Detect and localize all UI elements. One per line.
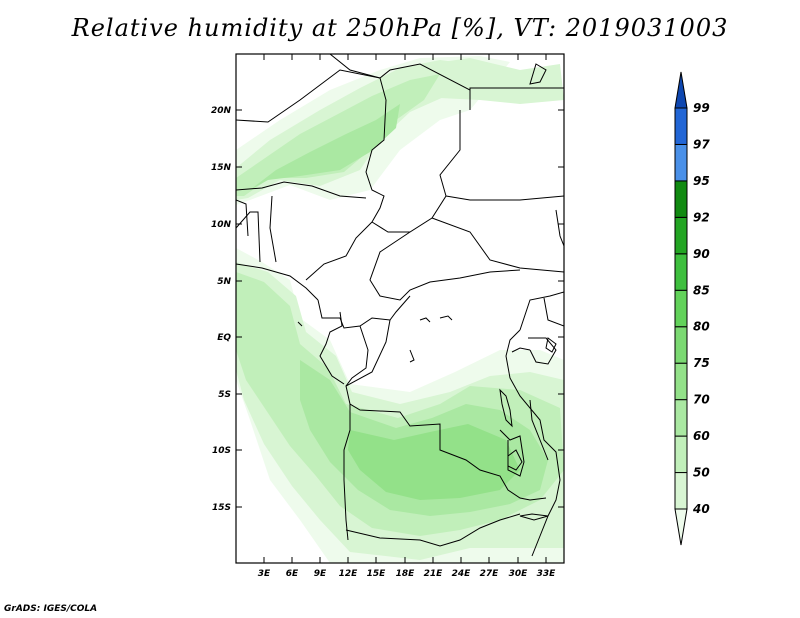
colorbar-segment: [674, 71, 688, 109]
colorbar-label: 60: [693, 429, 710, 443]
lon-axis: 3E 6E 9E 12E 15E 18E 21E 24E 27E 30E 33E: [258, 54, 556, 579]
colorbar-segment: [674, 399, 688, 437]
colorbar-segment: [674, 435, 688, 474]
colorbar-label: 50: [693, 466, 710, 480]
colorbar-segment: [674, 107, 688, 145]
colorbar-segment: [674, 289, 688, 328]
lon-label: 6E: [286, 569, 299, 579]
rh-band-75: [348, 424, 520, 500]
lat-label: 10S: [212, 446, 231, 456]
lon-label: 30E: [509, 569, 529, 579]
lat-label: 15S: [212, 503, 231, 513]
colorbar-label: 97: [693, 137, 710, 151]
lat-label: 5S: [218, 390, 231, 400]
country-boundaries: [236, 54, 564, 557]
lat-label: EQ: [217, 333, 231, 343]
colorbar-segment: [674, 143, 688, 182]
colorbar-label: 80: [693, 320, 710, 334]
lat-label: 10N: [211, 220, 232, 230]
colorbar-label: 92: [693, 210, 710, 224]
colorbar-segment: [674, 508, 688, 546]
colorbar-segment: [674, 326, 688, 364]
colorbar-segment: [674, 253, 688, 291]
lon-label: 12E: [339, 569, 359, 579]
humidity-shading: [236, 56, 564, 563]
lon-label: 15E: [367, 569, 387, 579]
colorbar-label: 90: [693, 247, 710, 261]
map-frame: [235, 53, 565, 564]
colorbar-label: 95: [693, 174, 710, 188]
lat-label: 5N: [217, 277, 231, 287]
lon-label: 18E: [396, 569, 416, 579]
map-title: Relative humidity at 250hPa [%], VT: 201…: [71, 14, 729, 42]
lon-label: 33E: [537, 569, 557, 579]
lat-axis: 20N 15N 10N 5N EQ 5S 10S 15S: [211, 106, 564, 513]
colorbar-segment: [674, 180, 688, 218]
colorbar-label: 85: [693, 283, 710, 297]
lon-label: 21E: [424, 569, 444, 579]
colorbar-label: 75: [693, 356, 710, 370]
lat-label: 20N: [211, 106, 232, 116]
lon-label: 3E: [258, 569, 271, 579]
lon-label: 9E: [314, 569, 327, 579]
colorbar-label: 99: [693, 101, 710, 115]
colorbar-segment: [674, 216, 688, 255]
lakes: [297, 63, 557, 521]
lat-label: 15N: [211, 163, 232, 173]
colorbar-label: 70: [693, 393, 710, 407]
lon-label: 24E: [452, 569, 472, 579]
colorbar-label: 40: [692, 502, 710, 516]
credit-label: GrADS: IGES/COLA: [4, 604, 98, 614]
lon-label: 27E: [480, 569, 500, 579]
colorbar-segment: [674, 362, 688, 401]
colorbar: 40 50 60 70 75 80 85 90 92 95 97 99: [674, 71, 710, 546]
colorbar-segment: [674, 472, 688, 510]
